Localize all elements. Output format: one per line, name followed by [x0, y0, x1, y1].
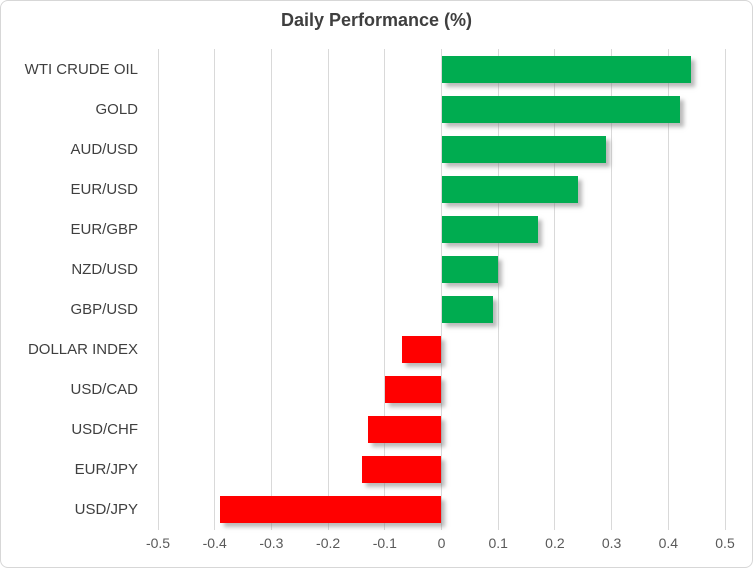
x-tick-label: 0.3 [601, 535, 622, 551]
gridline [157, 49, 159, 530]
bar-dollar-index [401, 336, 442, 364]
chart-title: Daily Performance (%) [280, 10, 473, 30]
plot-area [157, 49, 726, 530]
category-label-aud-usd: AUD/USD [70, 140, 138, 158]
category-label-usd-jpy: USD/JPY [74, 501, 138, 519]
x-tick-label: 0 [437, 535, 446, 551]
bar-usd-jpy [220, 496, 442, 524]
category-label-usd-chf: USD/CHF [71, 421, 138, 439]
x-tick-label: 0.2 [545, 535, 565, 551]
x-tick-label: 0.5 [715, 535, 735, 551]
x-tick-label: 0.1 [488, 535, 508, 551]
category-label-nzd-usd: NZD/USD [71, 260, 138, 278]
bar-usd-cad [384, 376, 442, 404]
bar-aud-usd [441, 135, 606, 163]
category-label-eur-gbp: EUR/GBP [70, 220, 138, 238]
category-label-wti-crude-oil: WTI CRUDE OIL [24, 60, 138, 78]
x-tick-label: 0.4 [658, 535, 679, 551]
gridline [441, 49, 442, 530]
x-tick-label: -0.4 [202, 535, 227, 551]
category-axis: WTI CRUDE OIL GOLD AUD/USD EUR/USD EUR/GBP NZ… [1, 49, 148, 530]
gridline [327, 49, 329, 530]
gridline [497, 49, 499, 530]
x-tick-label: -0.5 [145, 535, 171, 551]
category-label-eur-jpy: EUR/JPY [74, 461, 138, 479]
bar-eur-usd [441, 175, 578, 203]
category-label-dollar-index: DOLLAR INDEX [27, 341, 138, 359]
gridline [724, 49, 726, 530]
bar-wti-crude-oil [441, 55, 691, 83]
x-tick-label: -0.1 [372, 535, 397, 551]
bar-nzd-usd [441, 255, 499, 283]
category-label-gold: GOLD [95, 100, 138, 118]
bar-usd-chf [367, 416, 442, 444]
x-axis: -0.5 -0.4 -0.3 -0.2 -0.1 0 0.1 0.2 0.3 0.4 0.5 [146, 535, 735, 555]
bar-eur-jpy [362, 456, 442, 484]
category-label-gbp-usd: GBP/USD [70, 301, 138, 318]
gridline [270, 49, 272, 530]
gridline [554, 49, 556, 530]
bar-gold [441, 95, 680, 123]
gridline [214, 49, 216, 530]
bar-gbp-usd [441, 296, 493, 324]
gridline [384, 49, 386, 530]
gridline [667, 49, 669, 530]
category-label-eur-usd: EUR/USD [70, 180, 138, 198]
x-tick-label: -0.3 [259, 535, 284, 551]
x-tick-label: -0.2 [316, 535, 341, 551]
gridline [611, 49, 613, 530]
bar-eur-gbp [441, 215, 538, 243]
category-label-usd-cad: USD/CAD [70, 381, 138, 399]
